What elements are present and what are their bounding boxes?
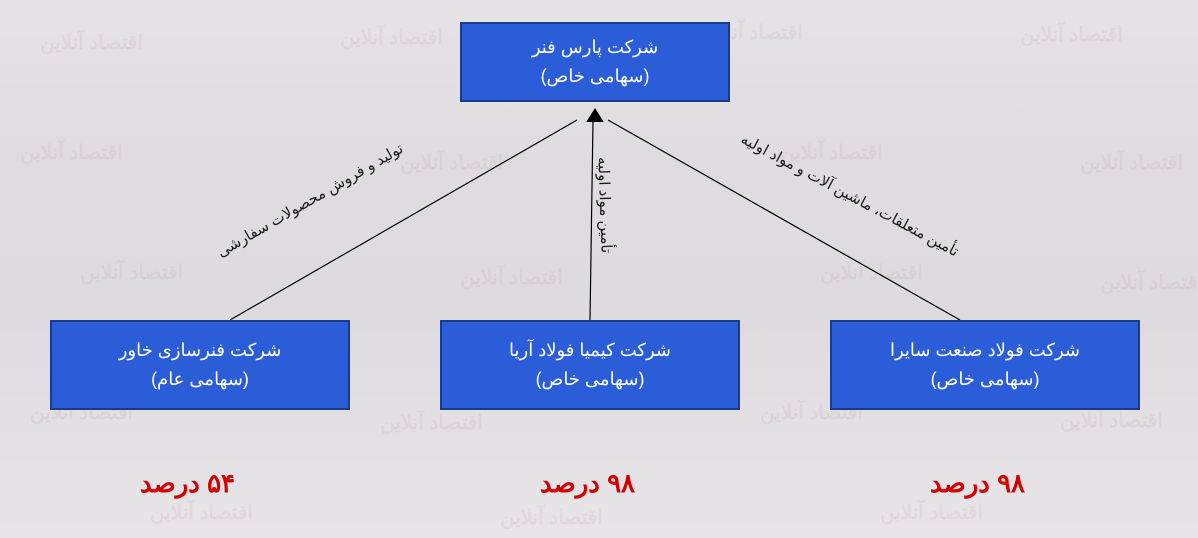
child-node: شرکت فولاد صنعت سایرا(سهامی خاص): [830, 320, 1140, 410]
percentage-label: ۹۸ درصد: [540, 468, 635, 499]
percentage-label: ۹۸ درصد: [930, 468, 1025, 499]
child-node-title: شرکت فولاد صنعت سایرا: [890, 336, 1080, 365]
root-node: شرکت پارس فنر (سهامی خاص): [460, 22, 730, 102]
edge-label: تأمین مواد اولیه: [594, 157, 615, 254]
percentage-label: ۵۴ درصد: [140, 468, 235, 499]
child-node-title: شرکت کیمیا فولاد آریا: [509, 336, 671, 365]
child-node-subtitle: (سهامی عام): [151, 365, 249, 394]
root-node-subtitle: (سهامی خاص): [541, 62, 650, 91]
child-node: شرکت کیمیا فولاد آریا(سهامی خاص): [440, 320, 740, 410]
child-node-subtitle: (سهامی خاص): [536, 365, 645, 394]
root-node-title: شرکت پارس فنر: [532, 33, 658, 62]
child-node-title: شرکت فنرسازی خاور: [119, 336, 282, 365]
child-node: شرکت فنرسازی خاور(سهامی عام): [50, 320, 350, 410]
child-node-subtitle: (سهامی خاص): [931, 365, 1040, 394]
